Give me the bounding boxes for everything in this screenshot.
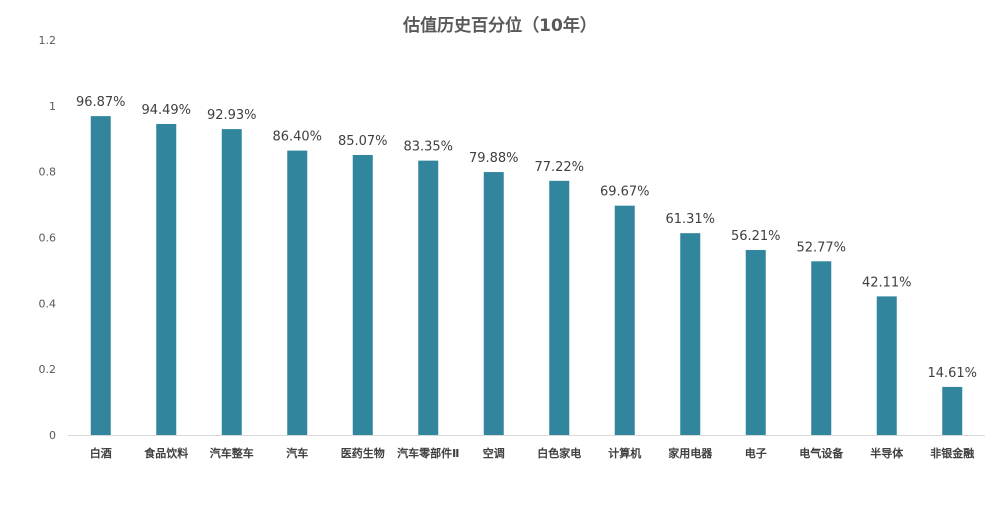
x-tick-label: 电气设备 bbox=[799, 446, 844, 460]
x-tick-label: 空调 bbox=[483, 446, 505, 460]
x-tick-label: 汽车零部件Ⅱ bbox=[397, 446, 459, 460]
x-tick-label: 半导体 bbox=[870, 446, 904, 460]
data-label: 79.88% bbox=[469, 151, 519, 166]
data-label: 69.67% bbox=[600, 185, 650, 200]
chart-title: 估值历史百分位（10年） bbox=[402, 15, 597, 36]
y-tick-label: 0.8 bbox=[39, 166, 57, 179]
data-label: 56.21% bbox=[731, 229, 781, 244]
data-labels: 96.87% 94.49% 92.93% 86.40% 85.07% 83.35% 79.8… bbox=[76, 95, 977, 381]
x-tick-label: 白酒 bbox=[90, 446, 112, 460]
x-tick-label: 家用电器 bbox=[668, 446, 713, 460]
data-label: 61.31% bbox=[665, 212, 715, 227]
bar bbox=[680, 233, 701, 435]
bar bbox=[876, 296, 897, 435]
x-tick-label: 食品饮料 bbox=[144, 446, 188, 460]
bar bbox=[287, 150, 308, 435]
data-label: 85.07% bbox=[338, 134, 388, 149]
data-label: 42.11% bbox=[862, 275, 912, 290]
y-tick-label: 0 bbox=[49, 429, 56, 442]
bar bbox=[811, 261, 832, 435]
x-tick-label: 汽车 bbox=[286, 446, 308, 460]
bar bbox=[942, 386, 963, 435]
data-label: 96.87% bbox=[76, 95, 126, 110]
data-label: 52.77% bbox=[796, 240, 846, 255]
bar bbox=[352, 154, 373, 436]
bar bbox=[614, 205, 635, 435]
bar bbox=[745, 249, 766, 435]
data-label: 94.49% bbox=[141, 103, 191, 118]
bars bbox=[90, 116, 963, 436]
data-label: 92.93% bbox=[207, 108, 257, 123]
x-axis-ticks: 白酒 食品饮料 汽车整车 汽车 医药生物 汽车零部件Ⅱ 空调 白色家电 计算机 家用电器 电子 电气设… bbox=[90, 446, 975, 460]
x-tick-label: 电子 bbox=[745, 446, 767, 460]
x-tick-label: 医药生物 bbox=[341, 446, 385, 460]
x-tick-label: 白色家电 bbox=[537, 446, 581, 460]
y-axis-ticks: 0 0.2 0.4 0.6 0.8 1 1.2 bbox=[39, 34, 57, 442]
y-tick-label: 0.2 bbox=[39, 363, 57, 376]
bar bbox=[549, 180, 570, 435]
data-label: 14.61% bbox=[927, 366, 977, 381]
bar bbox=[156, 123, 177, 436]
data-label: 83.35% bbox=[403, 140, 453, 155]
x-tick-label: 汽车整车 bbox=[210, 446, 254, 460]
y-tick-label: 1.2 bbox=[39, 34, 57, 47]
data-label: 77.22% bbox=[534, 160, 584, 175]
data-label: 86.40% bbox=[272, 130, 322, 145]
x-tick-label: 计算机 bbox=[608, 446, 641, 460]
x-tick-label: 非银金融 bbox=[930, 446, 974, 460]
bar bbox=[483, 172, 504, 436]
bar bbox=[221, 129, 242, 436]
y-tick-label: 0.4 bbox=[39, 297, 57, 310]
bar bbox=[90, 116, 111, 435]
y-tick-label: 1 bbox=[49, 100, 56, 113]
y-tick-label: 0.6 bbox=[39, 232, 57, 245]
bar bbox=[418, 160, 439, 435]
